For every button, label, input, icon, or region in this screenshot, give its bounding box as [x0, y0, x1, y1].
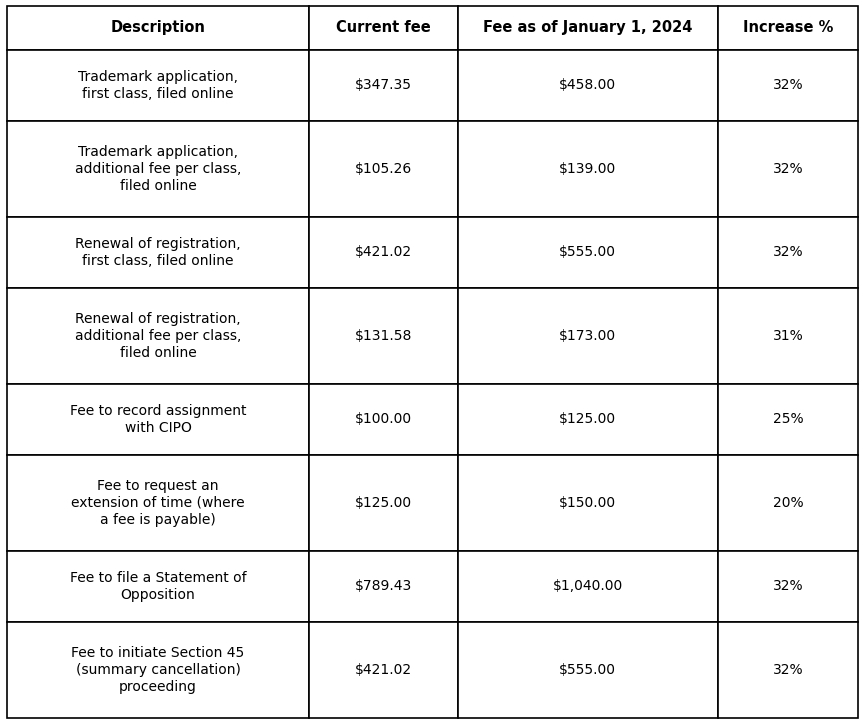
Text: $421.02: $421.02: [355, 245, 412, 259]
Text: Description: Description: [111, 20, 206, 35]
Text: Trademark application,
additional fee per class,
filed online: Trademark application, additional fee pe…: [74, 145, 241, 193]
Bar: [7, 121, 309, 217]
Bar: [7, 217, 309, 287]
Text: Fee to initiate Section 45
(summary cancellation)
proceeding: Fee to initiate Section 45 (summary canc…: [72, 647, 245, 694]
Text: 31%: 31%: [772, 329, 804, 343]
Bar: [7, 455, 309, 551]
Bar: [7, 384, 309, 455]
Text: $458.00: $458.00: [560, 78, 617, 93]
Text: Renewal of registration,
first class, filed online: Renewal of registration, first class, fi…: [75, 237, 240, 268]
Text: $125.00: $125.00: [560, 413, 617, 426]
Text: $421.02: $421.02: [355, 663, 412, 677]
Text: $125.00: $125.00: [355, 496, 412, 510]
Bar: [7, 287, 309, 384]
Bar: [718, 455, 858, 551]
Bar: [458, 6, 718, 50]
Bar: [309, 551, 458, 622]
Bar: [7, 622, 309, 718]
Bar: [718, 287, 858, 384]
Text: $150.00: $150.00: [560, 496, 617, 510]
Text: Current fee: Current fee: [336, 20, 431, 35]
Text: $1,040.00: $1,040.00: [553, 579, 623, 594]
Bar: [718, 121, 858, 217]
Bar: [718, 217, 858, 287]
Bar: [309, 455, 458, 551]
Bar: [458, 217, 718, 287]
Text: 32%: 32%: [772, 579, 804, 594]
Bar: [718, 6, 858, 50]
Bar: [458, 121, 718, 217]
Bar: [458, 287, 718, 384]
Bar: [309, 384, 458, 455]
Text: 20%: 20%: [772, 496, 804, 510]
Text: $555.00: $555.00: [560, 663, 617, 677]
Text: $789.43: $789.43: [355, 579, 413, 594]
Text: 25%: 25%: [772, 413, 804, 426]
Bar: [458, 384, 718, 455]
Bar: [7, 6, 309, 50]
Text: Fee to file a Statement of
Opposition: Fee to file a Statement of Opposition: [70, 571, 247, 602]
Text: Fee as of January 1, 2024: Fee as of January 1, 2024: [484, 20, 693, 35]
Text: Trademark application,
first class, filed online: Trademark application, first class, file…: [78, 70, 238, 101]
Bar: [309, 622, 458, 718]
Bar: [309, 121, 458, 217]
Bar: [718, 384, 858, 455]
Text: Increase %: Increase %: [743, 20, 833, 35]
Bar: [718, 551, 858, 622]
Bar: [458, 622, 718, 718]
Bar: [309, 217, 458, 287]
Bar: [309, 6, 458, 50]
Text: $173.00: $173.00: [560, 329, 617, 343]
Bar: [458, 551, 718, 622]
Bar: [718, 622, 858, 718]
Bar: [309, 50, 458, 121]
Text: $131.58: $131.58: [355, 329, 413, 343]
Bar: [458, 50, 718, 121]
Text: Fee to record assignment
with CIPO: Fee to record assignment with CIPO: [70, 404, 247, 435]
Text: 32%: 32%: [772, 663, 804, 677]
Bar: [7, 551, 309, 622]
Text: $100.00: $100.00: [355, 413, 412, 426]
Text: 32%: 32%: [772, 78, 804, 93]
Bar: [718, 50, 858, 121]
Text: $347.35: $347.35: [355, 78, 412, 93]
Text: $139.00: $139.00: [559, 162, 617, 176]
Text: 32%: 32%: [772, 245, 804, 259]
Text: $555.00: $555.00: [560, 245, 617, 259]
Text: Fee to request an
extension of time (where
a fee is payable): Fee to request an extension of time (whe…: [71, 479, 245, 526]
Text: 32%: 32%: [772, 162, 804, 176]
Bar: [309, 287, 458, 384]
Text: $105.26: $105.26: [355, 162, 413, 176]
Bar: [7, 50, 309, 121]
Text: Renewal of registration,
additional fee per class,
filed online: Renewal of registration, additional fee …: [74, 312, 241, 360]
Bar: [458, 455, 718, 551]
